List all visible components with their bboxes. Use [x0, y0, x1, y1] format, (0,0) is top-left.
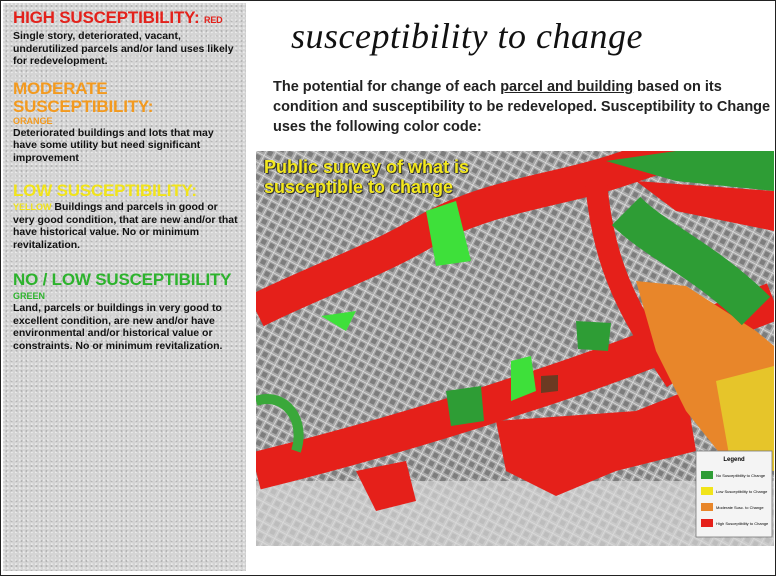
- section: MODERATE SUSCEPTIBILITY: ORANGE Deterior…: [13, 78, 238, 165]
- legend-swatch: [701, 471, 713, 479]
- map: Legend No Susceptibility to Change Low Su…: [256, 151, 774, 546]
- legend-label: No Susceptibility to Change: [716, 473, 766, 478]
- section-text: YELLOW Buildings and parcels in good or …: [13, 201, 238, 251]
- map-caption: Public survey of what is susceptible to …: [264, 157, 470, 197]
- section-text: Land, parcels or buildings in very good …: [13, 302, 223, 352]
- green-area: [446, 386, 484, 426]
- color-name: YELLOW: [13, 202, 52, 212]
- title: susceptibility to change: [291, 16, 643, 56]
- section-body: Buildings and parcels in good or very go…: [13, 201, 238, 251]
- heading-text: MODERATE SUSCEPTIBILITY:: [13, 78, 154, 116]
- green-area: [611, 196, 771, 326]
- red-area: [496, 391, 696, 496]
- red-corridor: [256, 151, 682, 327]
- red-area: [636, 181, 774, 231]
- intro: The potential for change of each parcel …: [273, 77, 773, 137]
- green-area: [576, 321, 611, 351]
- section-text: Single story, deteriorated, vacant, unde…: [13, 30, 234, 67]
- red-area: [356, 461, 416, 511]
- heading-text: NO / LOW SUSCEPTIBILITY: [13, 270, 232, 289]
- green-area: [321, 311, 356, 331]
- intro-underlined: parcel and building: [500, 79, 634, 95]
- intro-text: based on its condition and susceptibilit…: [273, 79, 771, 135]
- legend: Legend No Susceptibility to Change Low Su…: [695, 450, 773, 538]
- green-area: [511, 356, 536, 401]
- heading: HIGH SUSCEPTIBILITY: RED: [13, 9, 238, 29]
- brown-area: [541, 375, 558, 393]
- legend-swatch: [701, 487, 713, 495]
- heading-text: LOW SUSCEPTIBILITY:: [13, 181, 197, 200]
- red-corridor: [585, 180, 686, 388]
- green-area: [426, 201, 471, 266]
- color-name: ORANGE: [13, 115, 53, 126]
- legend-swatch: [701, 519, 713, 527]
- section: LOW SUSCEPTIBILITY: YELLOW Buildings and…: [13, 182, 238, 251]
- section: NO / LOW SUSCEPTIBILITY GREEN Land, parc…: [13, 269, 238, 352]
- color-name: GREEN: [13, 291, 46, 301]
- map-edge: [256, 481, 774, 546]
- legend-swatch: [701, 503, 713, 511]
- legend-label: Low Susceptibility to Change: [716, 489, 768, 494]
- color-name: RED: [204, 15, 223, 25]
- green-area: [256, 394, 304, 453]
- legend-label: High Susceptibility to Change: [716, 521, 769, 526]
- heading-text: HIGH SUSCEPTIBILITY:: [13, 8, 200, 27]
- section-text: Deteriorated buildings and lots that may…: [13, 126, 214, 164]
- section: HIGH SUSCEPTIBILITY: RED Single story, d…: [13, 9, 238, 68]
- left-panel: HIGH SUSCEPTIBILITY: RED Single story, d…: [3, 3, 246, 571]
- yellow-area: [716, 366, 774, 471]
- legend-title: Legend: [723, 457, 745, 463]
- legend-label: Moderate Susc. to Change: [716, 505, 764, 510]
- intro-text: The potential for change of each: [273, 79, 497, 95]
- green-area: [606, 151, 774, 191]
